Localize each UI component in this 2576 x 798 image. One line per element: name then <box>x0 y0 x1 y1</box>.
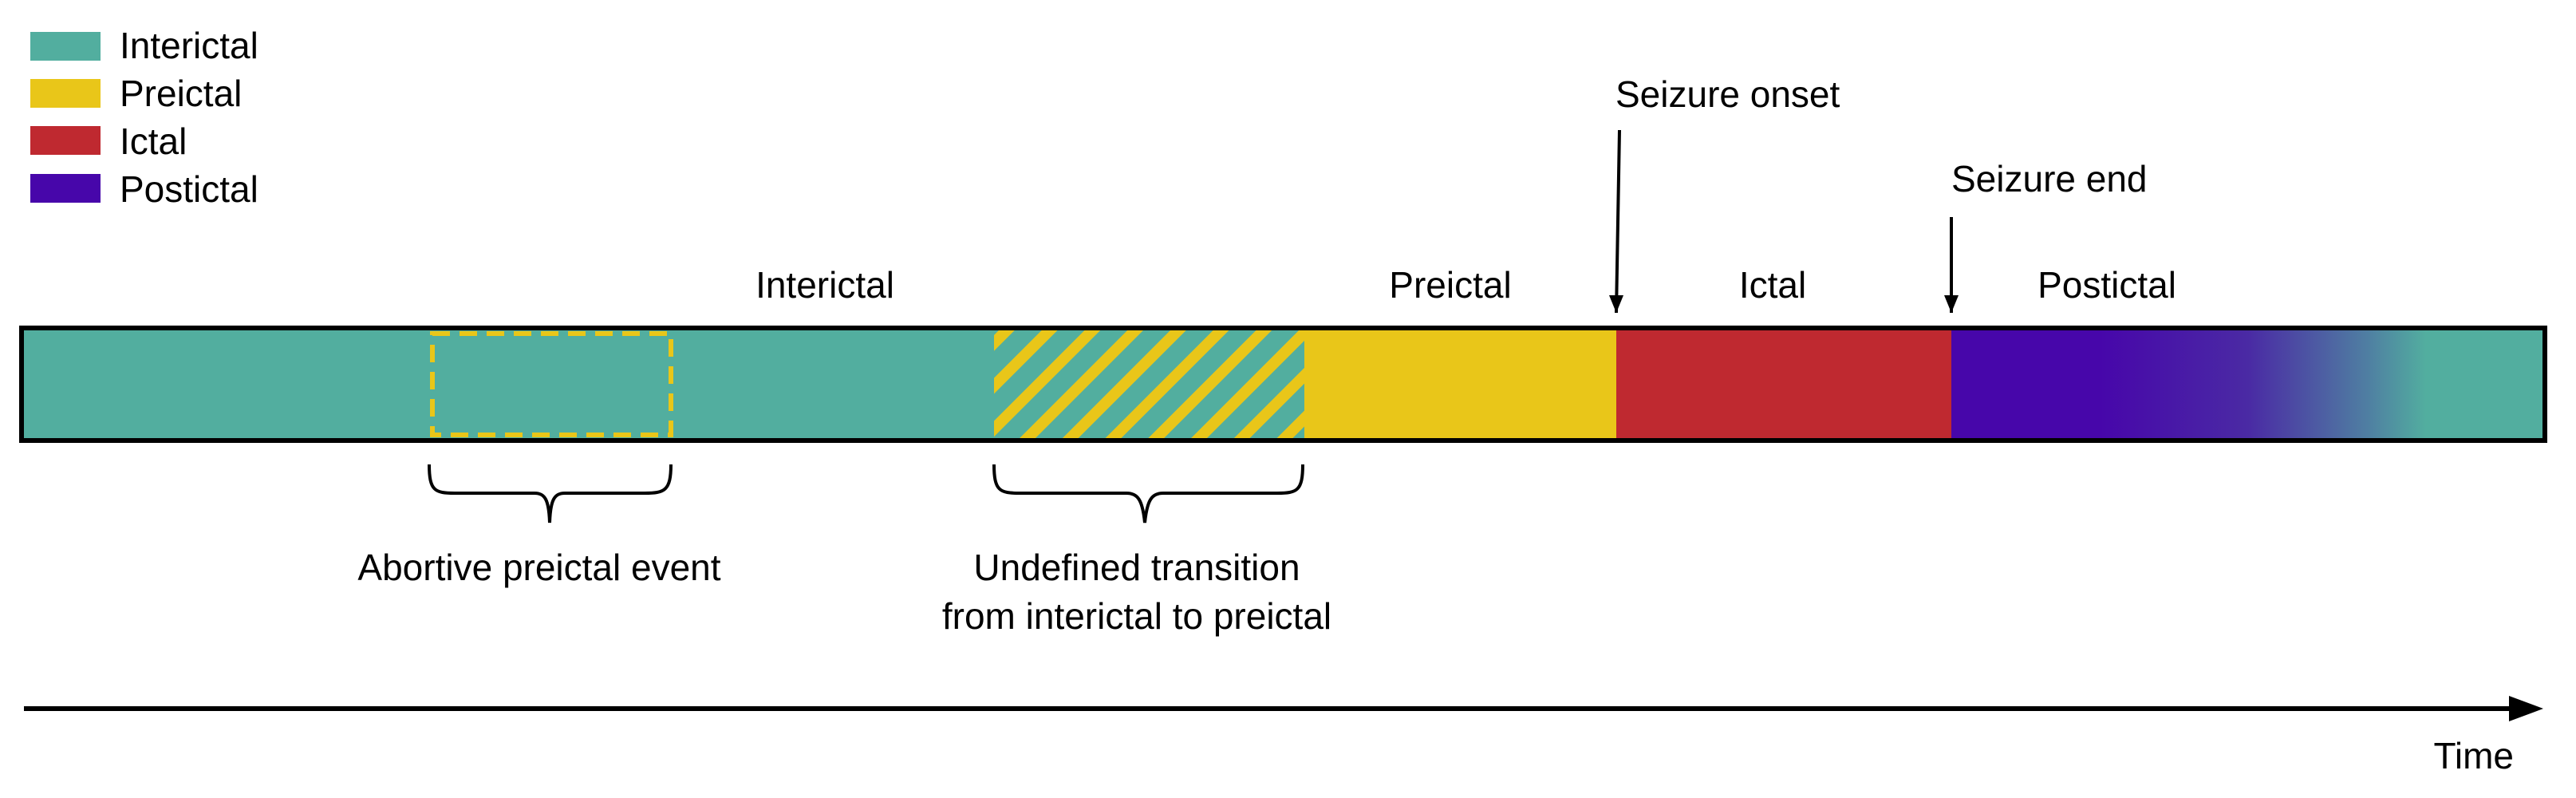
abortive-annotation: Abortive preictal event <box>357 547 720 588</box>
legend-swatch-interictal <box>30 32 101 61</box>
seizure-end-marker: Seizure end <box>1944 158 2148 313</box>
legend-item-ictal: Ictal <box>30 120 187 162</box>
time-axis: Time <box>24 696 2543 776</box>
seizure-end-arrowhead <box>1944 295 1959 313</box>
legend: Interictal Preictal Ictal Postictal <box>30 25 258 210</box>
legend-swatch-postictal <box>30 174 101 203</box>
phase-label-postictal: Postictal <box>2038 264 2176 306</box>
seizure-onset-label: Seizure onset <box>1615 73 1840 115</box>
abortive-preictal-box <box>430 331 673 437</box>
legend-swatch-preictal <box>30 79 101 108</box>
seizure-onset-arrow <box>1615 129 1621 314</box>
segment-interictal <box>22 328 994 440</box>
seizure-end-label: Seizure end <box>1951 158 2148 200</box>
legend-label-ictal: Ictal <box>120 120 187 162</box>
seizure-onset-arrowhead <box>1609 295 1623 313</box>
legend-label-postictal: Postictal <box>120 168 258 210</box>
transition-brace <box>992 464 1304 523</box>
phase-label-interictal: Interictal <box>755 264 894 306</box>
phase-label-ictal: Ictal <box>1739 264 1806 306</box>
segment-ictal <box>1616 328 1951 440</box>
time-axis-label: Time <box>2433 735 2514 776</box>
time-axis-arrowhead <box>2509 696 2543 721</box>
legend-item-postictal: Postictal <box>30 168 258 210</box>
transition-annotation-line1: Undefined transition <box>973 547 1300 588</box>
segment-preictal <box>1304 328 1616 440</box>
legend-item-interictal: Interictal <box>30 25 258 66</box>
legend-label-interictal: Interictal <box>120 25 258 66</box>
legend-swatch-ictal <box>30 126 101 155</box>
phase-label-preictal: Preictal <box>1389 264 1511 306</box>
seizure-onset-marker: Seizure onset <box>1609 73 1840 314</box>
segment-postictal <box>1951 328 2545 440</box>
segment-transition-hatched <box>994 328 1304 440</box>
phase-bar-outline <box>19 326 2547 443</box>
transition-annotation-line2: from interictal to preictal <box>942 595 1331 637</box>
abortive-brace <box>428 464 673 523</box>
phase-bar <box>19 326 2547 443</box>
legend-item-preictal: Preictal <box>30 73 242 114</box>
legend-label-preictal: Preictal <box>120 73 242 114</box>
